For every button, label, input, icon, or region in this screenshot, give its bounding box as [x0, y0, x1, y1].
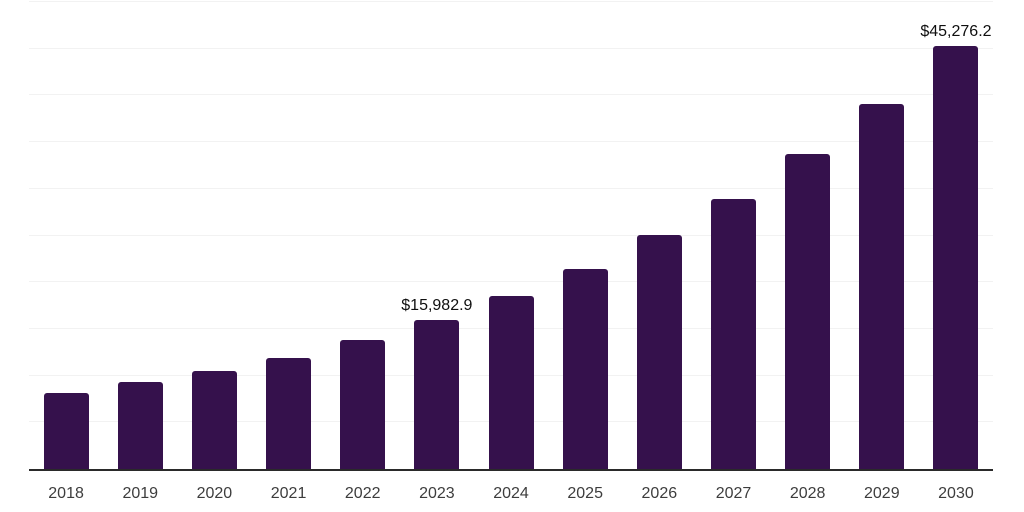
x-tick-2021: 2021	[270, 485, 307, 502]
bar-2023	[414, 319, 460, 469]
bar-2026	[636, 235, 682, 469]
bar-2019	[117, 382, 163, 469]
bar-2025	[562, 269, 608, 469]
bar-band-2027	[696, 2, 770, 469]
bar-band-2028	[771, 2, 845, 469]
bar-band-2022	[326, 2, 400, 469]
gridline	[29, 281, 993, 283]
bar-band-2026	[622, 2, 696, 469]
plot-area: $15,982.9 $45,276.2	[29, 1, 993, 471]
x-tick-2026: 2026	[641, 485, 678, 502]
gridline	[29, 1, 993, 2]
bar-band-2021	[251, 2, 325, 469]
bar-2027	[710, 198, 756, 469]
x-tick-2019: 2019	[122, 485, 159, 502]
bar-value-label-2023: $15,982.9	[401, 296, 473, 314]
gridline	[29, 94, 993, 96]
x-axis-labels: 2018 2019 2020 2021 2022 2023 2024 2025 2026 2027…	[29, 471, 993, 502]
bar-band-2023: $15,982.9	[400, 2, 474, 469]
x-tick-2027: 2027	[715, 485, 752, 502]
bar-band-2025	[548, 2, 622, 469]
x-tick-2025: 2025	[567, 485, 603, 502]
bar-band-2019	[103, 2, 177, 469]
bar-2028	[785, 153, 831, 469]
chart-area: $15,982.9 $45,276.2 2018 2019 2020 2021 2022 2…	[29, 1, 993, 512]
bar-band-2030: $45,276.2	[919, 2, 993, 469]
x-tick-2020: 2020	[196, 485, 233, 502]
gridline	[29, 234, 993, 236]
gridline	[29, 47, 993, 49]
bar-band-2029	[845, 2, 919, 469]
bar-2018	[43, 393, 89, 469]
bar-2020	[191, 370, 237, 469]
x-tick-2029: 2029	[864, 485, 900, 502]
x-tick-2018: 2018	[48, 485, 84, 502]
x-tick-2022: 2022	[344, 485, 381, 502]
gridline	[29, 141, 993, 143]
bar-2029	[859, 103, 905, 469]
bar-band-2024	[474, 2, 548, 469]
x-tick-2030: 2030	[938, 485, 974, 502]
bar-band-2020	[177, 2, 251, 469]
x-tick-2023: 2023	[419, 485, 455, 502]
bar-2021	[266, 358, 312, 469]
bars-container: $15,982.9 $45,276.2	[29, 2, 993, 469]
x-tick-2024: 2024	[493, 485, 529, 502]
bar-value-label-2030: $45,276.2	[920, 23, 992, 41]
bar-2030	[933, 46, 979, 469]
bar-band-2018	[29, 2, 103, 469]
bar-2022	[340, 339, 386, 469]
gridline	[29, 187, 993, 189]
x-tick-2028: 2028	[789, 485, 826, 502]
bar-2024	[488, 295, 534, 469]
